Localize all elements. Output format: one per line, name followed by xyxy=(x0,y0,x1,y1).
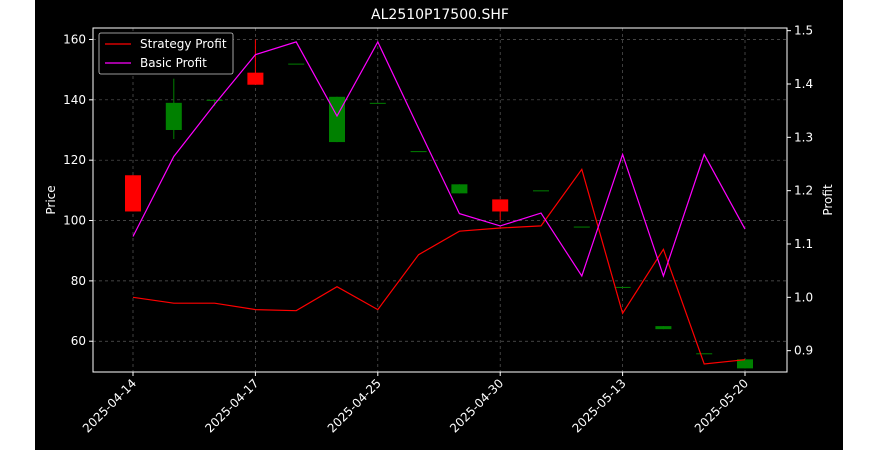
plot-frame xyxy=(92,27,788,373)
candle-body xyxy=(206,99,223,101)
candle-body xyxy=(655,326,672,330)
left-tick-label: 120 xyxy=(63,153,86,167)
candle-body xyxy=(737,359,753,369)
right-axis-ticks: 0.9 1.0 1.1 1.2 1.3 1.4 1.5 xyxy=(787,24,813,358)
right-tick-label: 1.3 xyxy=(794,130,813,144)
candle-body xyxy=(369,102,386,104)
candle-body xyxy=(573,226,590,228)
y-axis-label-left: Price xyxy=(44,185,58,214)
candle-body xyxy=(533,190,549,192)
right-tick-label: 0.9 xyxy=(794,344,813,358)
legend-box xyxy=(98,32,234,75)
right-tick-label: 1.0 xyxy=(794,290,813,304)
left-axis-ticks: 60 80 100 120 140 160 xyxy=(63,32,93,348)
y-axis-label-right: Profit xyxy=(821,184,835,216)
legend-label-basic-profit: Basic Profit xyxy=(140,56,207,70)
candle-body xyxy=(329,96,345,143)
left-tick-label: 140 xyxy=(63,93,86,107)
figure-background xyxy=(35,0,843,450)
candle-body xyxy=(165,102,182,130)
right-tick-label: 1.2 xyxy=(794,184,813,198)
candle-body xyxy=(125,175,141,212)
right-tick-label: 1.4 xyxy=(794,77,813,91)
legend-label-strategy-profit: Strategy Profit xyxy=(140,37,227,51)
candle-body xyxy=(492,199,509,212)
profit-lines xyxy=(132,40,746,365)
right-tick-label: 1.5 xyxy=(794,24,813,38)
basic-profit-line xyxy=(132,40,746,278)
chart-title: AL2510P17500.SHF xyxy=(371,7,509,23)
candle-body xyxy=(288,63,305,65)
left-tick-label: 60 xyxy=(71,334,86,348)
left-tick-label: 80 xyxy=(71,274,86,288)
candle-body xyxy=(410,151,427,153)
candle-body xyxy=(696,353,713,355)
candle-body xyxy=(247,72,264,85)
candle-body xyxy=(614,286,631,288)
candle-body xyxy=(451,184,468,194)
strategy-profit-line xyxy=(132,167,746,365)
right-tick-label: 1.1 xyxy=(794,237,813,251)
left-tick-label: 100 xyxy=(63,214,86,228)
legend: Strategy Profit Basic Profit xyxy=(98,32,234,75)
left-tick-label: 160 xyxy=(63,32,86,46)
